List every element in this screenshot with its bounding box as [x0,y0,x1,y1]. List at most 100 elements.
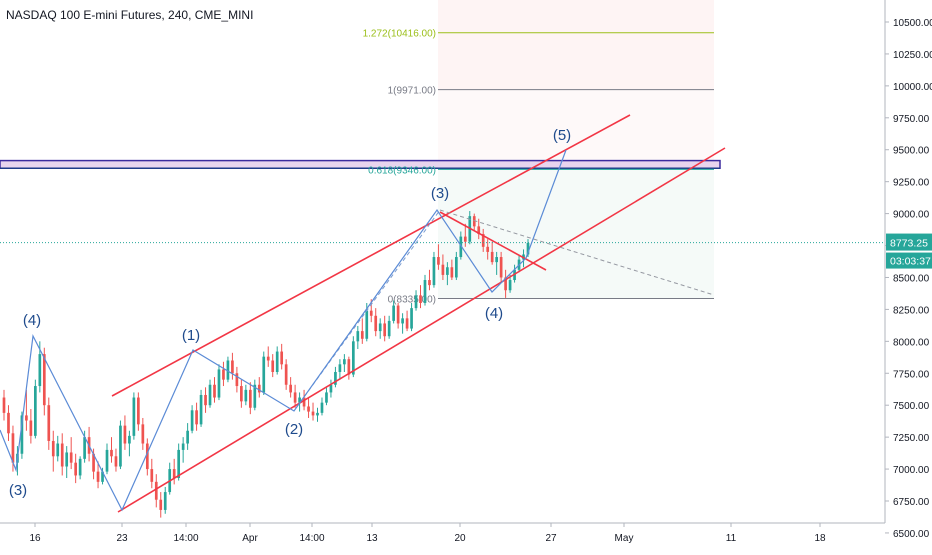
wedge-upper-line [439,211,547,271]
y-tick-label: 6500.00 [893,529,930,540]
wave-label: (1) [182,327,200,344]
candle-body [25,415,28,421]
candle-body [423,280,427,304]
candle-body [190,410,194,431]
y-tick-label: 9500.00 [893,146,930,157]
candle-body [428,280,431,286]
candle-body [69,452,73,463]
candle-body [378,323,382,332]
candle-body [114,456,118,467]
candle-body [374,315,378,332]
x-tick-label: 14:00 [299,533,324,544]
y-tick-label: 7000.00 [893,465,930,476]
y-tick-label: 10250.00 [893,50,932,61]
fib-level-label: 0.618(9346.00) [368,165,436,176]
candle-body [244,389,248,402]
candle-body [477,226,481,235]
y-tick-label: 9250.00 [893,178,930,189]
candle-body [266,356,270,361]
candle-body [119,425,122,467]
y-tick-label: 7250.00 [893,433,930,444]
candle-body [508,280,512,291]
candle-body [481,234,485,247]
candle-body [401,318,404,324]
y-tick-label: 9750.00 [893,114,930,125]
x-tick-label: 18 [814,533,826,544]
candle-body [347,359,351,375]
x-tick-label: 13 [366,533,378,544]
candle-body [383,323,387,337]
fib-zone-upper [438,0,714,90]
wave-label: (4) [485,305,503,322]
candle-body [284,364,288,385]
dashed-wave-line [295,209,441,409]
candle-body [199,394,203,425]
candle-body [463,236,467,242]
candle-body [172,469,176,479]
candle-body [437,257,440,265]
y-tick-label: 9000.00 [893,210,930,221]
candle-body [446,267,449,275]
candle-body [499,257,503,278]
candle-body [56,443,60,457]
candle-body [387,320,391,337]
candle-body [177,449,181,479]
candle-body [92,453,95,472]
x-tick-label: Apr [242,533,258,544]
candle-body [150,469,154,482]
x-tick-label: May [615,533,634,544]
candle-body [163,492,167,510]
candle-body [316,412,319,416]
candle-body [186,430,189,444]
chart-title: NASDAQ 100 E-mini Futures, 240, CME_MINI [6,8,254,22]
candle-body [240,386,243,402]
candle-body [154,481,158,500]
last-price-tag [886,233,932,251]
candle-body [195,410,198,425]
candle-body [486,246,490,252]
candle-body [217,369,221,398]
candle-body [504,277,507,291]
candle-body [275,351,279,372]
candle-body [145,443,149,470]
candle-body [298,397,301,403]
candle-body [226,360,230,380]
candle-body [526,242,530,255]
candle-body [289,384,292,393]
candle-body [235,373,239,387]
x-tick-label: 20 [454,533,466,544]
candle-body [495,257,498,263]
candle-body [38,354,42,387]
candle-body [280,351,284,365]
fib-level-label: 1(9971.00) [388,86,436,97]
candle-body [419,295,422,304]
candle-body [42,354,46,406]
candle-body [338,364,342,372]
wave-label: (3) [9,482,27,499]
candle-body [432,257,436,286]
candle-body [311,411,315,416]
y-tick-label: 10000.00 [893,82,932,93]
candle-body [392,305,395,321]
x-tick-label: 23 [116,533,128,544]
candle-body [360,331,364,339]
countdown-label: 03:03:37 [890,256,931,268]
candle-body [141,424,145,444]
candle-body [293,392,297,403]
y-tick-label: 8000.00 [893,337,930,348]
y-tick-label: 8500.00 [893,273,930,284]
candle-body [450,267,454,278]
candle-body [307,406,310,412]
candle-body [351,341,355,375]
candle-body [2,397,6,413]
candle-body [29,420,33,436]
candle-body [490,251,494,263]
candle-body [257,384,261,393]
candle-body [65,452,69,467]
candle-body [334,371,337,385]
candle-body [405,318,409,329]
candle-body [47,405,51,441]
candle-body [356,331,360,342]
candle-body [472,216,476,227]
candle-body [60,443,64,467]
